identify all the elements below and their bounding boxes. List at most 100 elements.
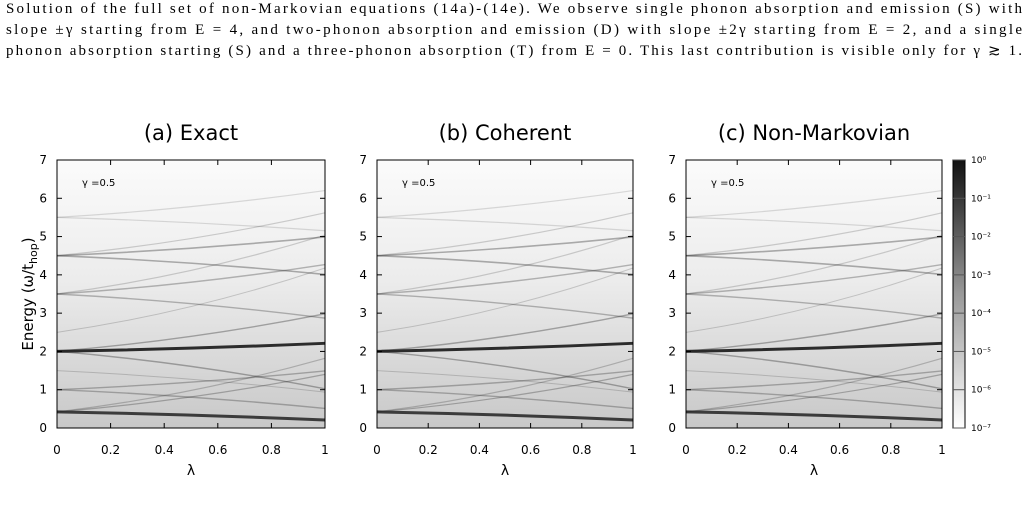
y-tick-label: 2: [39, 344, 47, 358]
spectral-line: [56, 216, 326, 232]
x-tick-label: 0.8: [572, 443, 591, 457]
y-axis-label-part: ): [19, 237, 37, 243]
spectral-line: [56, 267, 326, 333]
x-tick-label: 0.8: [262, 443, 281, 457]
spectral-line: [376, 373, 634, 413]
colorbar-tick-label: 10⁻⁴: [971, 309, 991, 319]
y-tick-label: 3: [39, 306, 47, 320]
y-tick-label: 0: [668, 421, 676, 435]
x-tick-label: 0: [53, 443, 61, 457]
spectral-line: [685, 350, 943, 390]
plot-frame: [685, 159, 943, 429]
y-tick-label: 1: [359, 383, 367, 397]
y-tick-label: 1: [668, 383, 676, 397]
y-tick-label: 4: [39, 268, 47, 282]
y-tick-label: 3: [668, 306, 676, 320]
y-tick-label: 7: [39, 153, 47, 167]
spectral-line: [685, 234, 943, 295]
x-tick-label: 0.6: [208, 443, 227, 457]
spectral-line: [376, 388, 634, 410]
heatmap-background: [377, 160, 633, 428]
x-tick-label: 0.2: [728, 443, 747, 457]
y-tick-label: 6: [668, 191, 676, 205]
panel-title: (c) Non-Markovian: [718, 121, 910, 145]
colorbar: [952, 159, 966, 429]
spectral-line: [56, 263, 326, 295]
x-tick-label: 0.6: [830, 443, 849, 457]
colorbar-tick-label: 10⁻⁵: [971, 347, 991, 357]
plot-frame: [376, 159, 634, 429]
spectral-line: [56, 293, 326, 319]
spectral-line: [56, 373, 326, 413]
spectral-line: [56, 212, 326, 257]
colorbar-tick-label: 10⁰: [971, 156, 986, 166]
y-tick-label: 7: [359, 153, 367, 167]
spectral-line: [685, 357, 943, 413]
x-tick-label: 1: [938, 443, 946, 457]
spectral-line: [56, 254, 326, 276]
y-tick-label: 4: [359, 268, 367, 282]
y-tick-label: 1: [39, 383, 47, 397]
colorbar-tick-label: 10⁻⁶: [971, 386, 991, 396]
colorbar-tick-label: 10⁻²: [971, 233, 991, 243]
spectral-line: [376, 263, 634, 295]
y-axis-label-part: Energy (ω/t: [19, 264, 37, 351]
x-tick-label: 0.2: [101, 443, 120, 457]
spectral-line: [56, 236, 326, 257]
spectral-line: [376, 341, 634, 353]
spectral-line: [685, 189, 943, 218]
y-tick-label: 2: [359, 344, 367, 358]
caption-line: phonon absorption starting (S) and a thr…: [6, 43, 1022, 59]
panel-title: (b) Coherent: [439, 121, 572, 145]
x-tick-label: 0.4: [470, 443, 489, 457]
colorbar-tick-label: 10⁻⁷: [971, 424, 991, 434]
y-axis-label-sub: hop: [27, 243, 40, 264]
x-tick-label: 1: [321, 443, 329, 457]
spectral-line: [56, 189, 326, 218]
spectral-line: [56, 388, 326, 410]
spectral-line: [376, 350, 634, 390]
y-tick-label: 2: [668, 344, 676, 358]
y-tick-label: 7: [668, 153, 676, 167]
y-tick-label: 4: [668, 268, 676, 282]
spectral-line: [376, 216, 634, 232]
caption-line: Solution of the full set of non-Markovia…: [6, 1, 1023, 17]
spectral-line: [56, 370, 326, 393]
x-tick-label: 0.6: [521, 443, 540, 457]
spectral-line: [56, 357, 326, 413]
y-tick-label: 6: [359, 191, 367, 205]
spectral-lines: [56, 189, 326, 422]
spectral-line: [685, 373, 943, 413]
colorbar-tick-label: 10⁻³: [971, 271, 991, 281]
y-tick-label: 5: [668, 230, 676, 244]
spectral-line: [56, 313, 326, 353]
spectral-line: [376, 293, 634, 319]
spectral-line: [56, 350, 326, 390]
spectral-line: [376, 370, 634, 391]
spectral-line: [685, 267, 943, 333]
spectral-line: [376, 313, 634, 353]
spectral-line: [376, 267, 634, 333]
spectral-line: [56, 370, 326, 391]
y-axis-label: Energy (ω/thop): [19, 237, 40, 350]
heatmap-background: [686, 160, 942, 428]
annotation: γ =0.5: [402, 178, 435, 189]
x-axis-label: λ: [810, 463, 818, 479]
spectral-line: [376, 357, 634, 413]
y-tick-label: 3: [359, 306, 367, 320]
x-tick-label: 0.4: [155, 443, 174, 457]
x-tick-label: 0.4: [779, 443, 798, 457]
x-axis-label: λ: [501, 463, 509, 479]
plot-frame: [56, 159, 326, 429]
spectral-line: [685, 293, 943, 319]
x-tick-label: 1: [629, 443, 637, 457]
panel-title: (a) Exact: [144, 121, 238, 145]
spectral-line: [376, 254, 634, 276]
y-tick-label: 0: [359, 421, 367, 435]
y-tick-label: 6: [39, 191, 47, 205]
caption-line: slope ±γ starting from E = 4, and two-ph…: [6, 22, 1022, 38]
y-tick-label: 5: [39, 230, 47, 244]
y-tick-label: 0: [39, 421, 47, 435]
spectral-lines: [685, 189, 943, 422]
spectral-line: [376, 236, 634, 257]
